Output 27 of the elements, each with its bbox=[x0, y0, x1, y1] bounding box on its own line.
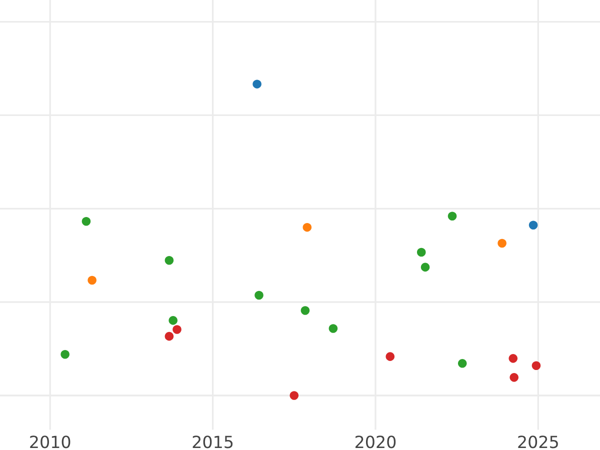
point bbox=[510, 373, 518, 382]
x-tick-label: 2020 bbox=[356, 436, 396, 448]
point bbox=[290, 391, 299, 400]
point bbox=[532, 361, 541, 370]
point bbox=[164, 256, 174, 265]
x-tick-label: 2025 bbox=[518, 436, 558, 448]
point bbox=[82, 217, 91, 226]
point bbox=[302, 222, 312, 232]
point bbox=[420, 262, 430, 272]
point bbox=[458, 359, 467, 368]
point bbox=[498, 238, 506, 248]
point bbox=[416, 248, 426, 257]
point bbox=[164, 332, 174, 341]
point bbox=[254, 290, 264, 300]
point bbox=[508, 354, 518, 363]
point bbox=[448, 212, 457, 221]
point bbox=[60, 350, 70, 359]
x-tick-label: 2015 bbox=[192, 436, 233, 448]
x-tick-label: 2010 bbox=[30, 436, 70, 448]
point bbox=[168, 316, 178, 325]
point bbox=[172, 325, 182, 334]
point bbox=[328, 324, 338, 333]
point bbox=[252, 80, 262, 88]
point bbox=[88, 276, 96, 285]
point bbox=[300, 306, 310, 315]
point bbox=[386, 352, 395, 361]
point bbox=[528, 220, 538, 230]
